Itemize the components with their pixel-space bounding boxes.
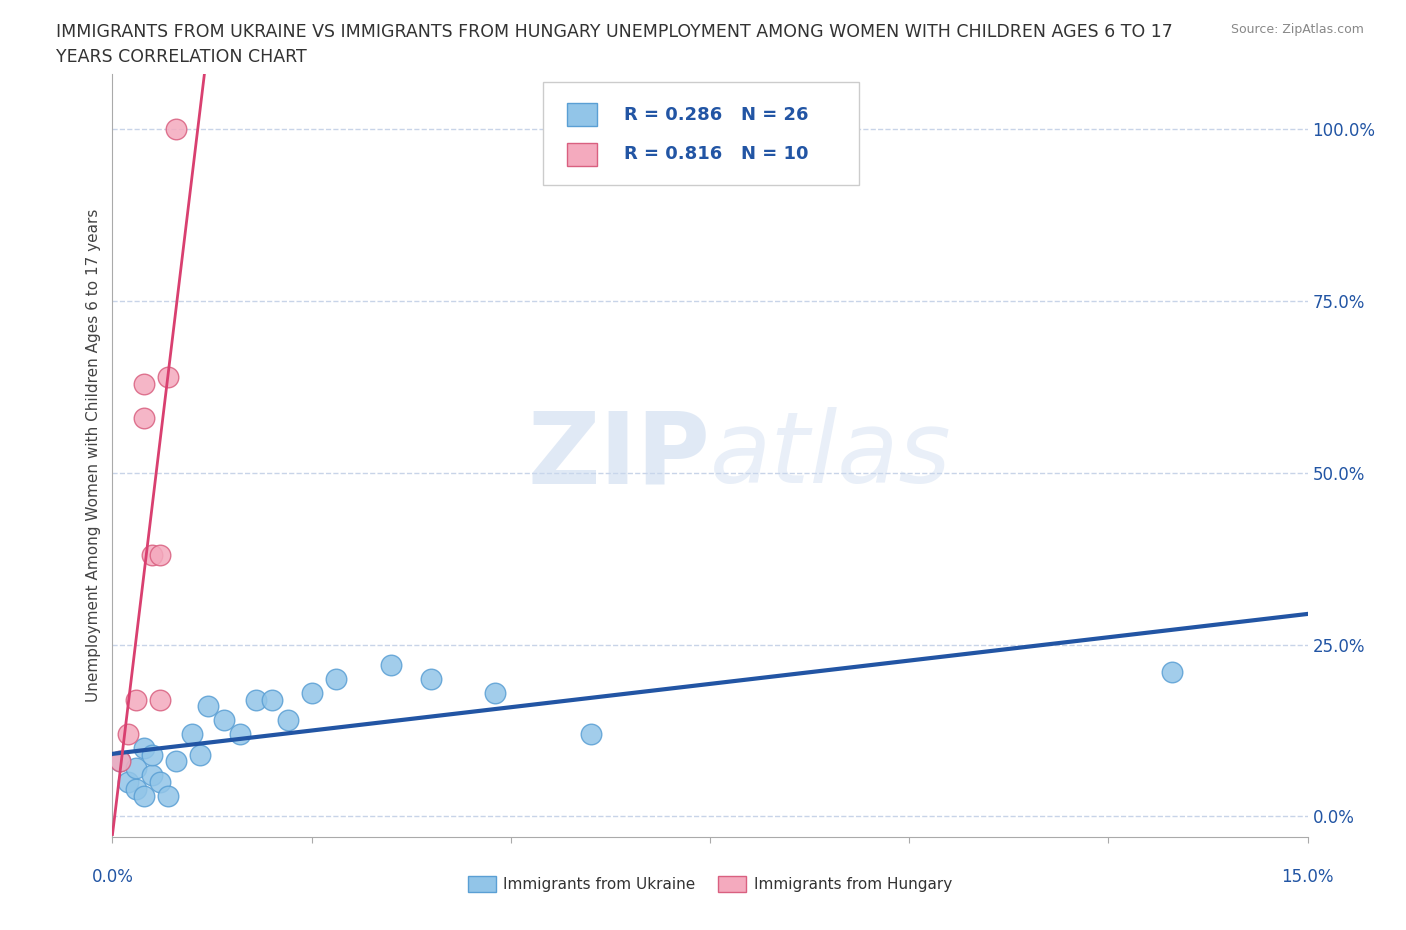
- FancyBboxPatch shape: [543, 82, 859, 185]
- Text: atlas: atlas: [710, 407, 952, 504]
- Point: [125, 692, 148, 707]
- Text: R = 0.286   N = 26: R = 0.286 N = 26: [624, 106, 808, 124]
- Legend: Immigrants from Ukraine, Immigrants from Hungary: Immigrants from Ukraine, Immigrants from…: [463, 870, 957, 898]
- Point: [117, 775, 139, 790]
- Point: [141, 548, 163, 563]
- Point: [157, 369, 180, 384]
- Point: [212, 712, 235, 727]
- Point: [325, 671, 347, 686]
- Point: [134, 376, 156, 391]
- Point: [165, 754, 187, 769]
- Point: [229, 726, 252, 741]
- Point: [380, 658, 402, 672]
- Point: [125, 781, 148, 796]
- Point: [579, 726, 602, 741]
- Point: [141, 747, 163, 762]
- Point: [1161, 665, 1184, 680]
- Point: [117, 726, 139, 741]
- Point: [134, 740, 156, 755]
- Point: [420, 671, 443, 686]
- Point: [301, 685, 323, 700]
- Point: [245, 692, 267, 707]
- Text: 0.0%: 0.0%: [91, 868, 134, 885]
- Point: [125, 761, 148, 776]
- Text: R = 0.816   N = 10: R = 0.816 N = 10: [624, 145, 808, 164]
- Point: [197, 699, 219, 714]
- Text: YEARS CORRELATION CHART: YEARS CORRELATION CHART: [56, 48, 307, 66]
- Point: [165, 122, 187, 137]
- Point: [110, 754, 132, 769]
- Point: [110, 754, 132, 769]
- Point: [134, 410, 156, 425]
- Bar: [567, 143, 598, 166]
- Point: [188, 747, 211, 762]
- Point: [134, 789, 156, 804]
- Text: ZIP: ZIP: [527, 407, 710, 504]
- Bar: [567, 103, 598, 126]
- Point: [277, 712, 299, 727]
- Point: [181, 726, 204, 741]
- Text: IMMIGRANTS FROM UKRAINE VS IMMIGRANTS FROM HUNGARY UNEMPLOYMENT AMONG WOMEN WITH: IMMIGRANTS FROM UKRAINE VS IMMIGRANTS FR…: [56, 23, 1173, 41]
- Point: [149, 548, 172, 563]
- Point: [141, 768, 163, 783]
- Y-axis label: Unemployment Among Women with Children Ages 6 to 17 years: Unemployment Among Women with Children A…: [86, 209, 101, 702]
- Point: [149, 775, 172, 790]
- Point: [149, 692, 172, 707]
- Text: Source: ZipAtlas.com: Source: ZipAtlas.com: [1230, 23, 1364, 36]
- Point: [157, 789, 180, 804]
- Text: 15.0%: 15.0%: [1281, 868, 1334, 885]
- Point: [484, 685, 506, 700]
- Point: [260, 692, 283, 707]
